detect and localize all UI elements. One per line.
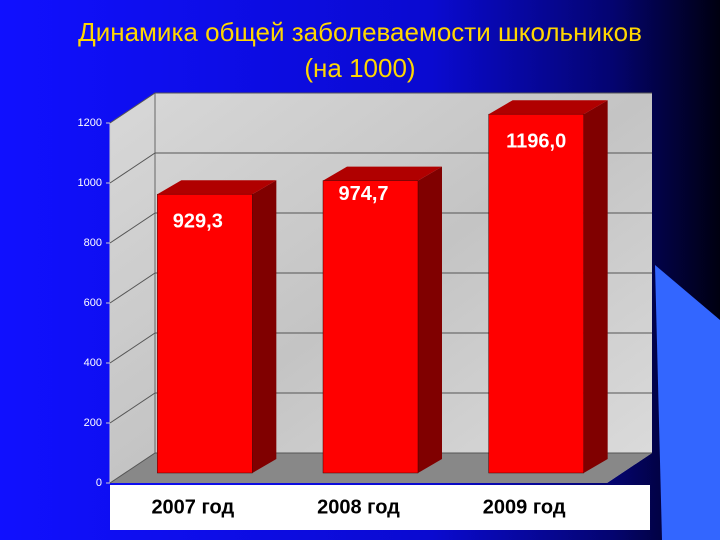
grid-line bbox=[109, 92, 652, 124]
y-tick-label: 400 bbox=[84, 357, 102, 369]
y-tick-label: 800 bbox=[84, 237, 102, 249]
x-tick-label: 2009 год bbox=[483, 496, 566, 518]
bar-side bbox=[418, 166, 442, 473]
chart-title: Динамика общей заболеваемости школьников bbox=[78, 17, 642, 47]
bar-top bbox=[488, 100, 608, 115]
y-tick-label: 600 bbox=[84, 297, 102, 309]
bar-side bbox=[252, 180, 277, 473]
bar-top bbox=[157, 180, 277, 195]
bar bbox=[322, 180, 419, 474]
grid-line bbox=[109, 272, 652, 304]
grid-line bbox=[109, 212, 652, 244]
y-tick-label: 1000 bbox=[78, 177, 102, 189]
value-label: 974,7 bbox=[338, 183, 388, 205]
bar-side bbox=[583, 100, 608, 473]
y-tick-label: 0 bbox=[96, 477, 102, 489]
y-tick-label: 1200 bbox=[78, 117, 102, 129]
grid-line bbox=[109, 152, 652, 184]
grid-line bbox=[109, 452, 652, 484]
category-band bbox=[110, 485, 650, 530]
x-tick-label: 2008 год bbox=[317, 496, 400, 518]
bar bbox=[157, 193, 253, 474]
chart-subtitle: (на 1000) bbox=[304, 53, 415, 83]
y-tick-label: 200 bbox=[84, 417, 102, 429]
bar-top bbox=[323, 166, 442, 181]
bar bbox=[488, 113, 584, 474]
decor-shape bbox=[655, 265, 720, 540]
grid-line bbox=[109, 332, 652, 364]
x-tick-label: 2007 год bbox=[151, 496, 234, 518]
value-label: 929,3 bbox=[173, 210, 223, 232]
grid-line bbox=[109, 392, 652, 424]
value-label: 1196,0 bbox=[506, 130, 566, 152]
